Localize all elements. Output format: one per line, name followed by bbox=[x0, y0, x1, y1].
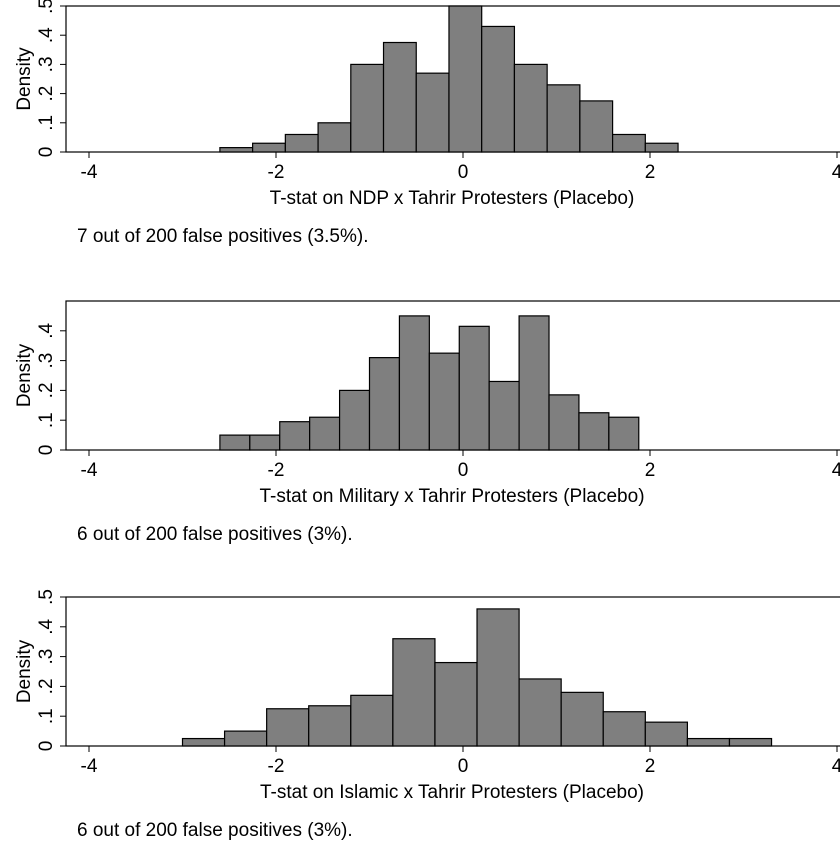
false-positive-note: 6 out of 200 false positives (3%). bbox=[77, 820, 353, 841]
histogram-bar bbox=[249, 434, 281, 451]
histogram-bar bbox=[181, 737, 226, 747]
histogram-bar bbox=[223, 730, 268, 747]
histogram-bar bbox=[458, 325, 490, 451]
histogram-bar bbox=[611, 133, 646, 153]
y-tick-label: .1 bbox=[36, 412, 57, 428]
x-axis-label: T-stat on NDP x Tahrir Protesters (Place… bbox=[270, 188, 635, 209]
x-tick-label: -2 bbox=[268, 460, 285, 481]
histogram-bar bbox=[476, 608, 520, 747]
x-tick-label: -4 bbox=[81, 460, 98, 481]
y-axis-label: Density bbox=[14, 47, 35, 111]
histogram-bar bbox=[578, 412, 610, 451]
histogram-bar bbox=[513, 63, 548, 153]
x-tick-label: 2 bbox=[645, 162, 656, 183]
y-tick-label: .3 bbox=[36, 56, 57, 72]
histogram-bar bbox=[350, 63, 385, 153]
histogram-bar bbox=[448, 5, 483, 153]
x-axis-label: T-stat on Military x Tahrir Protesters (… bbox=[259, 486, 644, 507]
histogram-bar bbox=[382, 41, 417, 153]
histogram-bar bbox=[338, 389, 371, 451]
y-tick-label: .1 bbox=[36, 708, 57, 724]
y-tick-label: .4 bbox=[36, 322, 57, 338]
x-tick-label: 0 bbox=[458, 460, 469, 481]
x-axis-label: T-stat on Islamic x Tahrir Protesters (P… bbox=[260, 782, 644, 803]
histogram-bar bbox=[644, 721, 689, 747]
histogram-bar bbox=[219, 147, 254, 153]
false-positive-note: 6 out of 200 false positives (3%). bbox=[77, 524, 353, 545]
histogram-bar bbox=[317, 122, 352, 153]
histogram-bar bbox=[728, 737, 773, 747]
histogram-bar bbox=[309, 416, 341, 451]
y-tick-label: .4 bbox=[36, 27, 57, 43]
histogram-bar bbox=[368, 357, 401, 451]
y-tick-label: .4 bbox=[36, 618, 57, 634]
histogram-bar bbox=[428, 352, 460, 451]
y-tick-label: .2 bbox=[36, 678, 57, 694]
histogram-bar bbox=[308, 705, 352, 747]
histogram-bar bbox=[546, 84, 581, 153]
x-tick-label: 2 bbox=[645, 460, 656, 481]
y-tick-label: .3 bbox=[36, 353, 57, 369]
y-tick-label: 0 bbox=[36, 741, 57, 752]
histogram-bar bbox=[548, 394, 580, 451]
x-tick-label: 0 bbox=[458, 162, 469, 183]
histogram-bar bbox=[434, 661, 478, 747]
histogram-bar bbox=[608, 416, 640, 451]
x-tick-label: 2 bbox=[645, 756, 656, 777]
y-tick-label: .2 bbox=[36, 382, 57, 398]
x-tick-label: -4 bbox=[81, 756, 98, 777]
histogram-bar bbox=[518, 315, 550, 451]
histogram-bar bbox=[579, 100, 614, 153]
y-tick-label: .3 bbox=[36, 649, 57, 665]
x-tick-label: 4 bbox=[832, 162, 840, 183]
y-axis-label: Density bbox=[14, 343, 35, 407]
x-tick-label: -4 bbox=[81, 162, 98, 183]
x-tick-label: 4 bbox=[832, 460, 840, 481]
histogram-bar bbox=[644, 142, 679, 153]
histogram-bar bbox=[279, 421, 311, 451]
x-tick-label: -2 bbox=[268, 756, 285, 777]
y-tick-label: .5 bbox=[36, 0, 57, 14]
x-tick-label: 0 bbox=[458, 756, 469, 777]
histogram-bar bbox=[252, 142, 286, 153]
histogram-bar bbox=[686, 737, 731, 747]
histogram-bar bbox=[350, 694, 394, 747]
histogram-bar bbox=[602, 711, 646, 747]
histogram-bar bbox=[392, 638, 436, 747]
x-tick-label: -2 bbox=[268, 162, 285, 183]
false-positive-note: 7 out of 200 false positives (3.5%). bbox=[77, 226, 369, 247]
y-tick-label: .2 bbox=[36, 86, 57, 102]
x-tick-label: 4 bbox=[832, 756, 840, 777]
histogram-bar bbox=[481, 25, 516, 153]
y-axis-label: Density bbox=[14, 639, 35, 703]
histogram-bar bbox=[518, 678, 562, 747]
histogram-bar bbox=[219, 434, 251, 451]
histogram-bar bbox=[398, 315, 430, 451]
histogram-bar bbox=[488, 380, 520, 451]
y-tick-label: .1 bbox=[36, 115, 57, 131]
y-tick-label: 0 bbox=[36, 147, 57, 158]
y-tick-label: .5 bbox=[36, 589, 57, 605]
y-tick-label: 0 bbox=[36, 445, 57, 456]
histogram-bar bbox=[284, 133, 319, 153]
histogram-bar bbox=[560, 691, 604, 747]
histogram-bar bbox=[415, 72, 450, 153]
histogram-bar bbox=[266, 708, 310, 747]
